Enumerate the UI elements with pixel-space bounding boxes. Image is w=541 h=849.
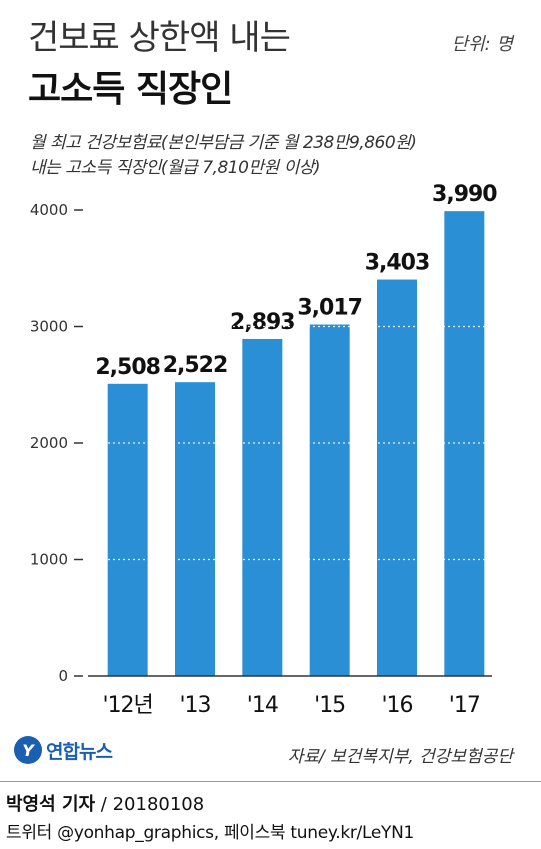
y-tick-label: 4000: [30, 201, 68, 219]
y-tick-label: 1000: [30, 551, 68, 569]
subtitle-line-1: 월 최고 건강보험료(본인부담금 기준 월 238만9,860원): [30, 133, 417, 153]
y-tick-label: 3000: [30, 318, 68, 336]
bar-value-label: 3,990: [432, 182, 497, 207]
x-category-label: '13: [179, 693, 210, 718]
bar-value-label: 2,893: [230, 310, 295, 335]
bar-value-label: 3,017: [297, 296, 362, 321]
x-category-label: '14: [247, 693, 278, 718]
x-category-label: '16: [381, 693, 412, 718]
x-category-label: '15: [314, 693, 345, 718]
social-links: 트위터 @yonhap_graphics, 페이스북 tuney.kr/LeYN…: [6, 823, 415, 843]
title-line-2: 고소득 직장인: [28, 69, 233, 110]
x-category-label: '12년: [103, 693, 153, 718]
bar-value-label: 2,508: [95, 355, 160, 380]
y-tick-label: 0: [58, 667, 68, 685]
bar: [377, 279, 417, 676]
bar: [309, 324, 350, 676]
x-category-label: '17: [449, 693, 480, 718]
reporter-date: / 20180108: [95, 794, 205, 815]
yonhap-logo-text: 연합뉴스: [46, 740, 113, 763]
yonhap-logo: Y 연합뉴스: [14, 736, 113, 764]
bar-value-label: 3,403: [365, 251, 430, 276]
footer-divider: [0, 781, 541, 782]
source-note: 자료/ 보건복지부, 건강보험공단: [287, 747, 513, 767]
title-line-1: 건보료 상한액 내는: [28, 18, 291, 58]
bar: [175, 382, 215, 676]
bar: [107, 383, 148, 676]
reporter-name: 박영석 기자: [6, 794, 96, 815]
bar-value-label: 2,522: [163, 353, 228, 378]
reporter-credit: 박영석 기자 / 20180108: [6, 790, 204, 816]
yonhap-logo-icon: Y: [14, 736, 42, 764]
y-tick-label: 2000: [30, 434, 68, 452]
unit-label: 단위: 명: [451, 34, 513, 55]
subtitle-line-2: 내는 고소득 직장인(월급 7,810만원 이상): [30, 158, 321, 178]
bar: [242, 338, 283, 676]
